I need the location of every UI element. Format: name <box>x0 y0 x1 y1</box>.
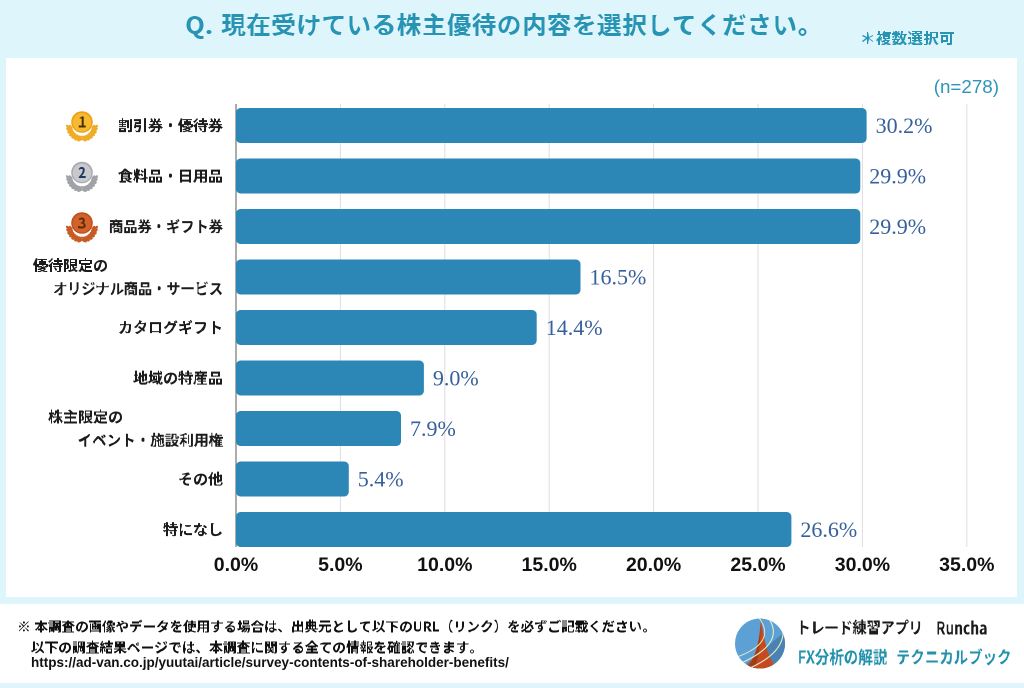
svg-text:29.9%: 29.9% <box>869 214 926 239</box>
svg-text:30.0%: 30.0% <box>835 554 890 576</box>
svg-text:9.0%: 9.0% <box>433 365 479 390</box>
svg-text:20.0%: 20.0% <box>626 554 681 576</box>
svg-text:30.2%: 30.2% <box>876 113 933 138</box>
svg-text:15.0%: 15.0% <box>522 554 577 576</box>
svg-text:7.9%: 7.9% <box>410 416 456 441</box>
svg-text:26.6%: 26.6% <box>800 517 857 542</box>
svg-text:16.5%: 16.5% <box>590 264 647 289</box>
svg-text:14.4%: 14.4% <box>546 315 603 340</box>
svg-text:25.0%: 25.0% <box>730 554 785 576</box>
svg-text:(n=278): (n=278) <box>934 76 999 97</box>
svg-text:5.4%: 5.4% <box>358 466 404 491</box>
svg-text:29.9%: 29.9% <box>869 163 926 188</box>
svg-text:https://ad-van.co.jp/yuutai/ar: https://ad-van.co.jp/yuutai/article/surv… <box>31 655 509 670</box>
svg-text:10.0%: 10.0% <box>417 554 472 576</box>
svg-text:0.0%: 0.0% <box>214 554 258 576</box>
svg-text:5.0%: 5.0% <box>318 554 362 576</box>
svg-text:35.0%: 35.0% <box>939 554 994 576</box>
